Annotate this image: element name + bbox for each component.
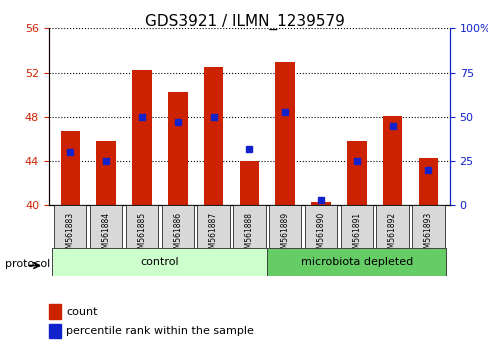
Bar [382, 116, 402, 205]
Bar [61, 131, 80, 205]
Bar [96, 141, 116, 205]
FancyBboxPatch shape [411, 205, 444, 248]
FancyBboxPatch shape [304, 205, 336, 248]
FancyBboxPatch shape [162, 205, 194, 248]
Text: GSM561890: GSM561890 [316, 212, 325, 258]
Bar [132, 70, 151, 205]
FancyBboxPatch shape [197, 205, 229, 248]
Text: protocol: protocol [5, 259, 50, 269]
Text: GSM561892: GSM561892 [387, 212, 396, 258]
FancyBboxPatch shape [125, 205, 158, 248]
Text: count: count [66, 307, 97, 316]
Bar [275, 62, 294, 205]
Text: percentile rank within the sample: percentile rank within the sample [66, 326, 253, 336]
Bar [203, 67, 223, 205]
Text: GSM561887: GSM561887 [209, 212, 218, 258]
Bar [346, 141, 366, 205]
Text: GSM561883: GSM561883 [66, 212, 75, 258]
FancyBboxPatch shape [52, 248, 267, 276]
FancyBboxPatch shape [233, 205, 265, 248]
Text: GSM561884: GSM561884 [102, 212, 110, 258]
Text: GSM561889: GSM561889 [280, 212, 289, 258]
Bar [310, 202, 330, 205]
FancyBboxPatch shape [54, 205, 86, 248]
Bar [167, 92, 187, 205]
Text: control: control [140, 257, 179, 267]
FancyBboxPatch shape [340, 205, 372, 248]
FancyBboxPatch shape [90, 205, 122, 248]
Text: GSM561888: GSM561888 [244, 212, 253, 258]
Text: GSM561891: GSM561891 [351, 212, 361, 258]
Text: microbiota depleted: microbiota depleted [300, 257, 412, 267]
Text: GDS3921 / ILMN_1239579: GDS3921 / ILMN_1239579 [144, 14, 344, 30]
FancyBboxPatch shape [376, 205, 408, 248]
Text: GSM561886: GSM561886 [173, 212, 182, 258]
Text: GSM561893: GSM561893 [423, 212, 432, 258]
FancyBboxPatch shape [267, 248, 446, 276]
FancyBboxPatch shape [268, 205, 301, 248]
Bar [239, 161, 259, 205]
Text: GSM561885: GSM561885 [137, 212, 146, 258]
Bar [418, 158, 437, 205]
